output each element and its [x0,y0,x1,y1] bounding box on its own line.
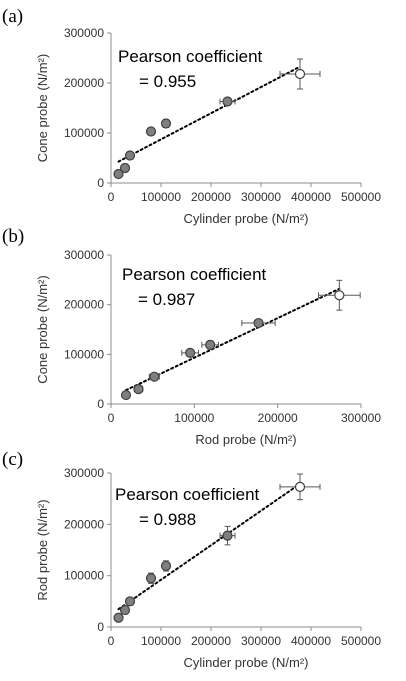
data-point [124,150,136,161]
data-marker [294,481,306,492]
y-tick-label: 300000 [64,248,104,262]
data-marker [133,384,144,395]
pearson-value: = 0.987 [138,290,195,309]
y-axis-label: Cone probe (N/m²) [35,54,50,162]
x-axis-label: Cylinder probe (N/m²) [184,211,309,226]
data-point [124,596,136,607]
data-point [120,389,132,401]
pearson-label: Pearson coefficient [122,265,267,284]
x-axis-label: Cylinder probe (N/m²) [184,655,309,670]
trendline [117,482,301,611]
data-marker [222,530,233,541]
data-point [113,168,124,180]
x-tick-label: 400000 [291,190,331,204]
data-point [119,604,131,616]
x-tick-label: 100000 [141,634,181,648]
data-point [219,525,236,546]
x-tick-label: 100000 [141,190,181,204]
x-tick-label: 0 [108,190,115,204]
pearson-label: Pearson coefficient [115,485,260,504]
panel-b-chart: (b) 0 100000 200000 300000 0 100000 200000 30000… [2,226,381,447]
data-marker [160,560,172,572]
data-marker [119,604,131,616]
data-marker [113,168,124,180]
x-axis-label: Rod probe (N/m²) [195,432,296,447]
x-tick-label: 500000 [341,190,381,204]
trendline [125,287,341,392]
data-point [145,572,157,584]
data-marker [145,126,157,137]
data-marker [124,596,136,607]
x-tick-label: 500000 [341,634,381,648]
panel-c: (c) 0 100000 200000 300000 0 100000 200000 30000… [0,449,406,681]
data-marker [120,389,132,401]
data-marker [205,339,216,350]
panel-a: (a) 0 100000 200000 300000 0 100000 200000 30000… [0,0,406,227]
data-point [113,612,124,623]
x-tick-label: 200000 [258,411,298,425]
data-marker [124,150,136,161]
x-tick-label: 200000 [191,634,231,648]
data-point [241,317,276,329]
data-point [219,96,236,107]
data-point [119,162,131,174]
y-tick-label: 100000 [64,126,104,140]
data-marker [222,96,233,107]
panel-c-chart: (c) 0 100000 200000 300000 0 100000 200000 30000… [2,449,381,670]
data-point [160,560,172,572]
x-tick-label: 300000 [241,190,281,204]
data-marker [145,573,157,584]
y-axis-label: Cone probe (N/m²) [35,275,50,383]
data-marker [119,162,131,174]
y-axis-label: Rod probe (N/m²) [35,499,50,600]
data-point [279,58,321,90]
y-tick-label: 200000 [64,76,104,90]
x-tick-label: 300000 [241,634,281,648]
y-tick-label: 300000 [64,466,104,480]
data-point [160,118,172,129]
data-point [279,473,321,501]
pearson-label: Pearson coefficient [118,47,263,66]
data-point [148,371,160,382]
data-point [201,339,219,350]
x-tick-label: 0 [108,411,115,425]
data-marker [334,290,345,301]
data-point [181,347,199,358]
y-tick-label: 0 [97,176,104,190]
data-point [133,384,144,395]
y-tick-label: 100000 [64,347,104,361]
panel-a-chart: (a) 0 100000 200000 300000 0 100000 200000 30000… [2,6,381,226]
pearson-value: = 0.988 [139,510,196,529]
y-tick-label: 300000 [64,26,104,40]
x-tick-label: 200000 [191,190,231,204]
panel-b: (b) 0 100000 200000 300000 0 100000 200000 30000… [0,226,406,454]
data-marker [149,371,160,382]
data-marker [185,347,196,358]
y-tick-label: 0 [97,397,104,411]
x-tick-label: 100000 [174,411,214,425]
data-point [145,126,157,137]
y-tick-label: 200000 [64,298,104,312]
data-point [318,279,361,311]
data-marker [113,612,124,623]
y-tick-label: 100000 [64,569,104,583]
pearson-value: = 0.955 [139,72,196,91]
y-tick-label: 0 [97,620,104,634]
y-tick-label: 200000 [64,517,104,531]
data-marker [294,68,306,80]
data-marker [253,317,264,329]
x-tick-label: 0 [108,634,115,648]
x-tick-label: 400000 [291,634,331,648]
panel-label: (c) [2,449,23,470]
x-tick-label: 300000 [341,411,381,425]
panel-label: (b) [2,226,24,247]
panel-label: (a) [2,6,23,27]
data-marker [160,118,172,129]
trendline [117,65,301,163]
